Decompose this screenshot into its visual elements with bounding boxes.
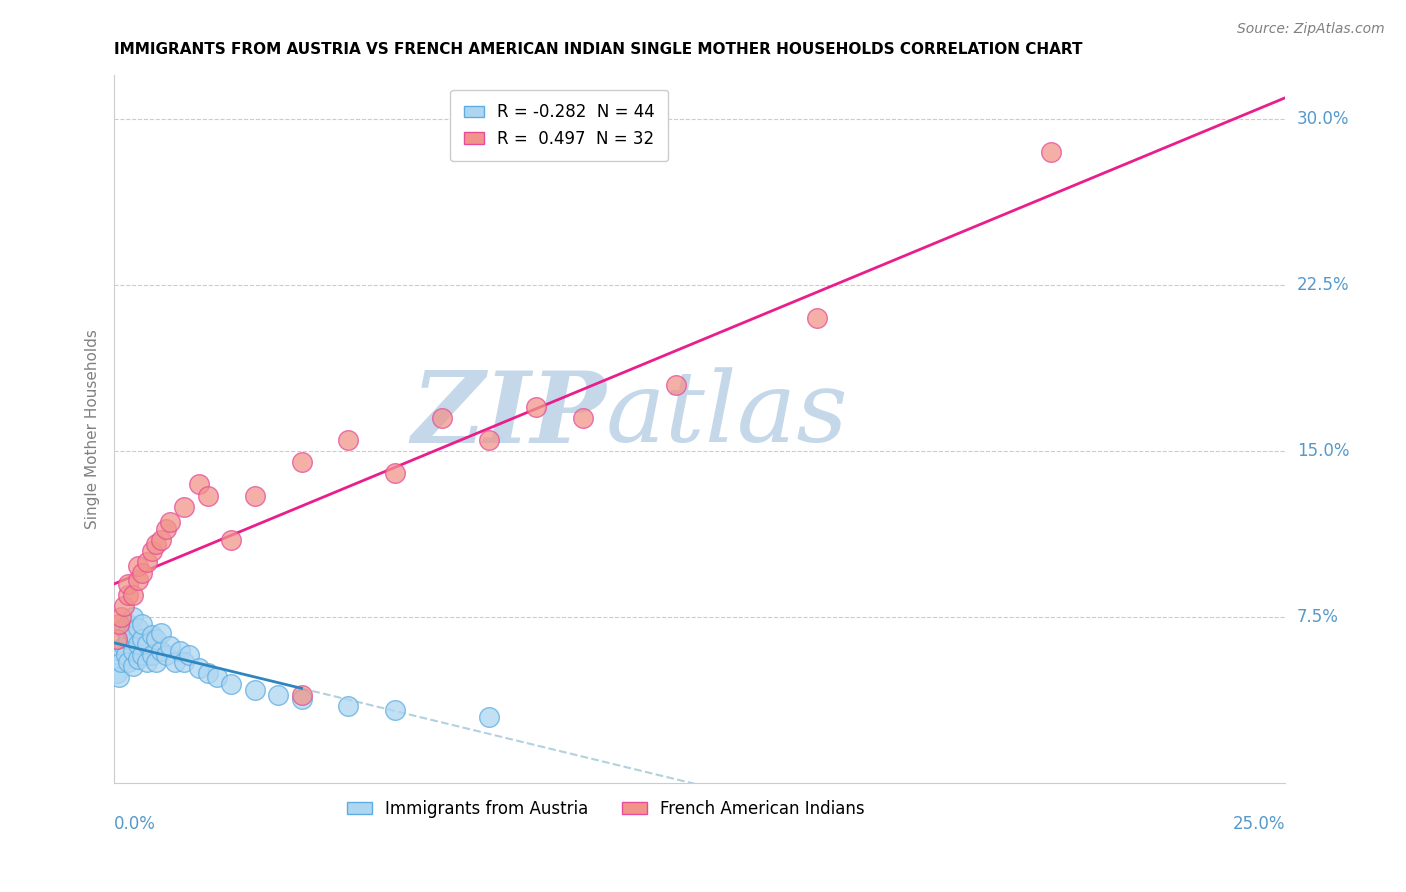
Point xyxy=(127,622,149,636)
Point xyxy=(110,655,132,669)
Point xyxy=(127,573,149,587)
Point xyxy=(159,515,181,529)
Point xyxy=(108,670,131,684)
Text: Source: ZipAtlas.com: Source: ZipAtlas.com xyxy=(1237,22,1385,37)
Point xyxy=(136,655,159,669)
Text: atlas: atlas xyxy=(606,368,849,463)
Point xyxy=(150,533,173,547)
Point xyxy=(169,643,191,657)
Point xyxy=(136,555,159,569)
Point xyxy=(337,433,360,447)
Legend: R = -0.282  N = 44, R =  0.497  N = 32: R = -0.282 N = 44, R = 0.497 N = 32 xyxy=(450,90,668,161)
Point xyxy=(110,610,132,624)
Point xyxy=(665,377,688,392)
Point xyxy=(179,648,201,662)
Point xyxy=(337,698,360,713)
Text: ZIP: ZIP xyxy=(411,367,606,463)
Point xyxy=(108,617,131,632)
Point xyxy=(127,652,149,666)
Point xyxy=(155,522,177,536)
Point xyxy=(243,488,266,502)
Point xyxy=(141,648,163,662)
Point xyxy=(267,688,290,702)
Point xyxy=(131,648,153,662)
Point xyxy=(131,632,153,647)
Point xyxy=(197,488,219,502)
Point xyxy=(571,411,593,425)
Text: 7.5%: 7.5% xyxy=(1296,608,1339,626)
Point xyxy=(117,632,139,647)
Point xyxy=(221,677,243,691)
Point xyxy=(290,455,312,469)
Point xyxy=(173,500,195,514)
Point xyxy=(112,599,135,614)
Point xyxy=(108,643,131,657)
Y-axis label: Single Mother Households: Single Mother Households xyxy=(86,329,100,529)
Point xyxy=(150,625,173,640)
Text: IMMIGRANTS FROM AUSTRIA VS FRENCH AMERICAN INDIAN SINGLE MOTHER HOUSEHOLDS CORRE: IMMIGRANTS FROM AUSTRIA VS FRENCH AMERIC… xyxy=(114,42,1083,57)
Point xyxy=(115,648,138,662)
Point xyxy=(117,577,139,591)
Text: 15.0%: 15.0% xyxy=(1296,442,1350,460)
Point xyxy=(145,655,167,669)
Point xyxy=(478,433,501,447)
Point xyxy=(187,661,209,675)
Point xyxy=(112,622,135,636)
Point xyxy=(1040,145,1063,160)
Point xyxy=(187,477,209,491)
Point xyxy=(197,665,219,680)
Point xyxy=(207,670,229,684)
Point xyxy=(136,637,159,651)
Point xyxy=(127,637,149,651)
Point xyxy=(290,688,312,702)
Point xyxy=(173,655,195,669)
Point xyxy=(117,588,139,602)
Point xyxy=(145,632,167,647)
Text: 30.0%: 30.0% xyxy=(1296,110,1350,128)
Point xyxy=(159,639,181,653)
Point xyxy=(290,692,312,706)
Point xyxy=(145,537,167,551)
Point xyxy=(131,617,153,632)
Point xyxy=(155,648,177,662)
Point xyxy=(112,639,135,653)
Point xyxy=(117,655,139,669)
Point xyxy=(131,566,153,580)
Point xyxy=(430,411,453,425)
Point xyxy=(806,311,828,326)
Point xyxy=(122,643,145,657)
Point xyxy=(243,683,266,698)
Point xyxy=(384,703,406,717)
Point xyxy=(117,617,139,632)
Point xyxy=(141,628,163,642)
Point xyxy=(384,467,406,481)
Point xyxy=(221,533,243,547)
Text: 25.0%: 25.0% xyxy=(1233,815,1285,833)
Point xyxy=(105,632,128,647)
Point xyxy=(141,544,163,558)
Point xyxy=(122,625,145,640)
Point xyxy=(122,659,145,673)
Point xyxy=(165,655,187,669)
Point xyxy=(524,400,547,414)
Text: 22.5%: 22.5% xyxy=(1296,276,1350,294)
Point xyxy=(122,610,145,624)
Point xyxy=(150,643,173,657)
Point xyxy=(127,559,149,574)
Point xyxy=(122,588,145,602)
Text: 0.0%: 0.0% xyxy=(114,815,156,833)
Point xyxy=(105,665,128,680)
Point xyxy=(478,710,501,724)
